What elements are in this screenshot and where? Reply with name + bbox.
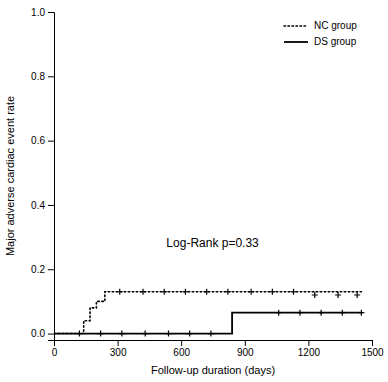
- tick: 1500: [361, 340, 384, 358]
- tick-mark: [48, 12, 54, 13]
- tick: 1200: [298, 340, 321, 358]
- tick: 0: [52, 340, 58, 358]
- y-axis-line: [48, 13, 55, 341]
- x-axis-title: Follow-up duration (days): [151, 364, 275, 376]
- censor-mark: [354, 292, 360, 298]
- censor-mark: [269, 289, 275, 295]
- legend-swatch: [284, 25, 308, 27]
- censor-mark: [339, 310, 345, 316]
- tick: 300: [110, 340, 127, 358]
- censor-mark: [165, 331, 171, 337]
- legend-swatch: [284, 41, 308, 43]
- censor-mark: [142, 331, 148, 337]
- tick-label: 0: [52, 347, 58, 358]
- step-line: [54, 313, 361, 334]
- marks: [54, 289, 364, 337]
- tick-label: 1200: [298, 347, 321, 358]
- tick: 0.8: [31, 71, 54, 82]
- tick-mark: [48, 76, 54, 77]
- tick-mark: [48, 141, 54, 142]
- tick-mark: [48, 205, 54, 206]
- censor-mark: [291, 289, 297, 295]
- tick-label: 0.4: [31, 200, 45, 211]
- legend-label: NC group: [314, 20, 357, 31]
- y-axis: 0.0 0.2 0.4 0.6 0.8 1.0: [31, 7, 54, 341]
- censor-mark: [208, 331, 214, 337]
- censor-mark: [76, 331, 82, 337]
- tick-mark: [118, 340, 119, 346]
- annotation: Log-Rank p=0.33: [166, 236, 259, 250]
- censor-mark: [204, 289, 210, 295]
- y-axis-title: Major adverse cardiac event rate: [4, 96, 16, 256]
- legend-item: NC group: [284, 20, 357, 31]
- censor-mark: [248, 289, 254, 295]
- chart: 0 300 600 900 1200 1500 0.0 0.2 0.4 0.6 0.8 1.0 Foll…: [0, 0, 388, 382]
- tick-label: 600: [173, 347, 190, 358]
- censor-mark: [140, 289, 146, 295]
- tick-label: 0.0: [31, 328, 45, 339]
- tick: 600: [173, 340, 190, 358]
- tick-mark: [372, 340, 373, 346]
- censor-mark: [225, 289, 231, 295]
- censor-mark: [187, 331, 193, 337]
- tick-mark: [48, 269, 54, 270]
- legend-item: DS group: [284, 36, 357, 47]
- censor-mark: [335, 292, 341, 298]
- tick-label: 1.0: [31, 7, 45, 18]
- tick: 0.0: [31, 328, 54, 339]
- step-line: [54, 292, 361, 334]
- censor-mark: [312, 292, 318, 298]
- tick-mark: [181, 340, 182, 346]
- tick: 900: [237, 340, 254, 358]
- tick-mark: [48, 334, 54, 335]
- censor-mark: [161, 289, 167, 295]
- x-axis-line: [55, 341, 373, 347]
- tick: 0.6: [31, 135, 54, 146]
- tick-label: 0.8: [31, 71, 45, 82]
- tick-label: 0.6: [31, 135, 45, 146]
- censor-mark: [297, 310, 303, 316]
- tick: 0.2: [31, 264, 54, 275]
- censor-mark: [98, 331, 104, 337]
- tick: 0.4: [31, 200, 54, 211]
- tick-label: 300: [110, 347, 127, 358]
- tick-mark: [245, 340, 246, 346]
- tick-label: 900: [237, 347, 254, 358]
- tick-label: 1500: [361, 347, 384, 358]
- x-axis: 0 300 600 900 1200 1500: [52, 340, 384, 358]
- censor-mark: [119, 331, 125, 337]
- plot: 0 300 600 900 1200 1500 0.0 0.2 0.4 0.6 0.8 1.0 Foll…: [4, 7, 384, 376]
- tick-mark: [308, 340, 309, 346]
- legend: NC group DS group: [284, 20, 357, 47]
- tick: 1.0: [31, 7, 54, 18]
- censor-mark: [358, 310, 364, 316]
- legend-label: DS group: [314, 36, 357, 47]
- censor-mark: [318, 310, 324, 316]
- censor-mark: [182, 289, 188, 295]
- censor-mark: [117, 289, 123, 295]
- tick-label: 0.2: [31, 264, 45, 275]
- censor-mark: [276, 310, 282, 316]
